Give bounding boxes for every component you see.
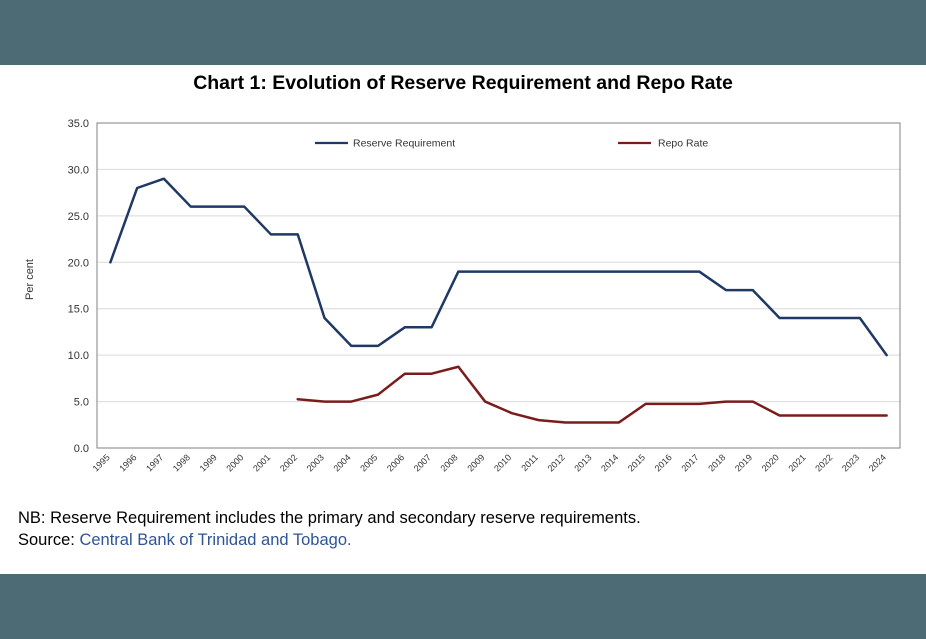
svg-text:Per cent: Per cent bbox=[24, 259, 36, 300]
svg-text:0.0: 0.0 bbox=[74, 443, 89, 455]
svg-text:1999: 1999 bbox=[198, 452, 219, 473]
svg-text:2004: 2004 bbox=[331, 452, 352, 473]
svg-text:10.0: 10.0 bbox=[68, 350, 89, 362]
svg-text:2019: 2019 bbox=[733, 452, 754, 473]
svg-text:25.0: 25.0 bbox=[68, 211, 89, 223]
svg-text:20.0: 20.0 bbox=[68, 257, 89, 269]
svg-text:2011: 2011 bbox=[519, 452, 540, 473]
svg-text:1998: 1998 bbox=[171, 452, 192, 473]
svg-text:Reserve Requirement: Reserve Requirement bbox=[353, 138, 455, 150]
svg-text:2014: 2014 bbox=[599, 452, 620, 473]
svg-text:Repo Rate: Repo Rate bbox=[658, 138, 708, 150]
svg-text:15.0: 15.0 bbox=[68, 304, 89, 316]
svg-text:2018: 2018 bbox=[706, 452, 727, 473]
svg-text:2001: 2001 bbox=[251, 452, 272, 473]
svg-text:2024: 2024 bbox=[867, 452, 888, 473]
svg-text:2000: 2000 bbox=[224, 452, 245, 473]
svg-text:2015: 2015 bbox=[626, 452, 647, 473]
svg-text:2008: 2008 bbox=[439, 452, 460, 473]
svg-text:2013: 2013 bbox=[572, 452, 593, 473]
svg-text:1997: 1997 bbox=[144, 452, 165, 473]
svg-text:2017: 2017 bbox=[679, 452, 700, 473]
svg-text:2010: 2010 bbox=[492, 452, 513, 473]
svg-text:2016: 2016 bbox=[653, 452, 674, 473]
svg-text:1995: 1995 bbox=[91, 452, 112, 473]
svg-text:35.0: 35.0 bbox=[68, 118, 89, 130]
svg-text:2007: 2007 bbox=[412, 452, 433, 473]
svg-text:2005: 2005 bbox=[358, 452, 379, 473]
svg-text:30.0: 30.0 bbox=[68, 164, 89, 176]
svg-text:1996: 1996 bbox=[117, 452, 138, 473]
svg-text:2003: 2003 bbox=[305, 452, 326, 473]
svg-text:2022: 2022 bbox=[813, 452, 834, 473]
svg-text:2009: 2009 bbox=[465, 452, 486, 473]
svg-text:2002: 2002 bbox=[278, 452, 299, 473]
svg-text:5.0: 5.0 bbox=[74, 397, 89, 409]
svg-text:2006: 2006 bbox=[385, 452, 406, 473]
svg-text:2023: 2023 bbox=[840, 452, 861, 473]
svg-text:2020: 2020 bbox=[760, 452, 781, 473]
svg-text:2021: 2021 bbox=[786, 452, 807, 473]
svg-text:2012: 2012 bbox=[546, 452, 567, 473]
